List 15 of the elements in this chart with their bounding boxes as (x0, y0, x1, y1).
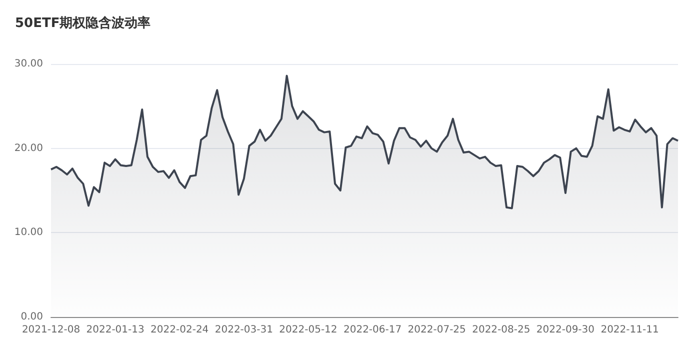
x-tick-label: 2022-02-24 (150, 324, 209, 336)
x-tick-label: 2022-06-17 (343, 324, 402, 336)
y-tick-label: 20.00 (14, 142, 43, 154)
x-tick-label: 2022-11-11 (600, 324, 659, 336)
y-tick-label: 0.00 (20, 312, 43, 322)
x-tick-label: 2022-03-31 (214, 324, 273, 336)
y-tick-label: 30.00 (14, 58, 43, 70)
x-tick-label: 2021-12-08 (22, 324, 80, 336)
y-tick-label: 10.00 (14, 227, 43, 238)
x-tick-label: 2022-08-25 (472, 324, 530, 336)
chart-title: 50ETF期权隐含波动率 (15, 15, 151, 31)
x-tick-label: 2022-07-25 (408, 324, 466, 336)
x-tick-label: 2022-09-30 (536, 324, 595, 336)
x-tick-label: 2022-01-13 (86, 324, 144, 336)
x-tick-label: 2022-05-12 (279, 324, 338, 336)
